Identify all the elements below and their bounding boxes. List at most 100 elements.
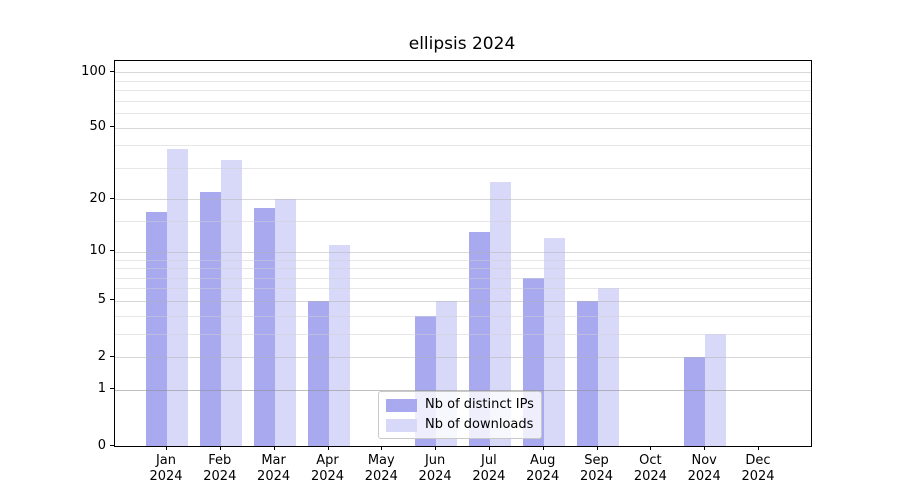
x-tick-month: Nov [691, 453, 717, 468]
plot-area [114, 60, 812, 447]
bar-sep-ips [576, 300, 598, 446]
y-tick-mark [110, 355, 114, 357]
x-tick-label: Jan 2024 [136, 453, 196, 485]
minor-gridline [115, 315, 811, 317]
y-tick-mark [110, 70, 114, 72]
x-tick-label: Mar 2024 [244, 453, 304, 485]
y-tick-mark [110, 299, 114, 301]
y-tick-label: 2 [97, 348, 106, 364]
y-tick-label: 20 [89, 190, 106, 206]
x-tick-mark [166, 446, 167, 450]
major-gridline [115, 199, 811, 201]
x-tick-mark [758, 446, 759, 450]
x-tick-year: 2024 [203, 469, 237, 484]
y-tick-mark [110, 388, 114, 390]
x-tick-mark [704, 446, 706, 450]
legend-swatch-distinct-ips-icon [386, 398, 417, 412]
major-gridline [115, 300, 811, 302]
bar-jan-ips [146, 211, 167, 446]
y-tick-mark [110, 444, 114, 446]
major-gridline [115, 357, 811, 358]
minor-gridline [115, 277, 811, 279]
major-gridline [115, 127, 811, 129]
x-tick-label: Sep 2024 [567, 453, 627, 485]
x-tick-year: 2024 [526, 469, 560, 484]
x-tick-year: 2024 [579, 469, 614, 484]
y-tick-label: 1 [97, 381, 106, 397]
x-tick-mark [542, 446, 544, 450]
major-gridline [115, 251, 811, 253]
bar-mar-ips [253, 207, 275, 446]
y-tick-label: 50 [89, 119, 106, 135]
x-tick-year: 2024 [472, 469, 506, 484]
legend-item-distinct-ips: Nb of distinct IPs [386, 396, 534, 414]
bar-feb-ips [199, 192, 221, 446]
major-gridline [115, 72, 811, 74]
bar-apr-ips [307, 300, 329, 446]
x-tick-month: Dec [745, 453, 771, 468]
x-tick-month: Sep [584, 453, 609, 468]
minor-gridline [115, 80, 811, 82]
x-tick-year: 2024 [149, 469, 183, 484]
bar-jul-downloads [489, 182, 511, 446]
x-tick-month: Jan [155, 453, 177, 468]
minor-gridline [115, 288, 811, 290]
bar-aug-downloads [543, 238, 565, 446]
x-tick-mark [219, 446, 221, 450]
y-tick-mark [110, 197, 114, 199]
x-tick-month: Oct [639, 453, 662, 468]
x-tick-month: Aug [529, 453, 556, 468]
minor-gridline [115, 333, 811, 335]
legend: Nb of distinct IPs Nb of downloads [378, 391, 542, 439]
major-gridline [115, 389, 811, 391]
y-tick-mark [110, 126, 114, 128]
x-tick-year: 2024 [257, 469, 291, 484]
x-tick-year: 2024 [418, 469, 452, 484]
x-tick-label: Jun 2024 [405, 453, 465, 485]
x-tick-label: Jul 2024 [459, 453, 519, 485]
x-tick-label: Apr 2024 [298, 453, 358, 485]
x-tick-month: Feb [208, 453, 232, 468]
minor-gridline [115, 100, 811, 102]
x-tick-mark [650, 446, 652, 450]
y-tick-label: 10 [89, 243, 106, 259]
x-tick-month: May [367, 453, 395, 468]
chart-title: ellipsis 2024 [408, 34, 516, 54]
bar-sep-downloads [597, 288, 619, 446]
minor-gridline [115, 167, 811, 169]
x-tick-label: Aug 2024 [513, 453, 573, 485]
y-tick-label: 0 [97, 437, 106, 453]
minor-gridline [115, 90, 811, 92]
y-tick-label: 5 [97, 292, 106, 308]
x-tick-year: 2024 [310, 469, 345, 484]
minor-gridline [115, 221, 811, 223]
x-tick-label: Feb 2024 [190, 453, 250, 485]
x-tick-year: 2024 [741, 469, 775, 484]
x-tick-mark [273, 446, 275, 450]
minor-gridline [115, 145, 811, 147]
minor-gridline [115, 259, 811, 261]
x-tick-mark [381, 446, 383, 450]
x-tick-mark [327, 446, 329, 450]
x-tick-mark [596, 446, 598, 450]
x-tick-month: Apr [316, 453, 339, 468]
x-tick-year: 2024 [364, 469, 398, 484]
x-tick-label: May 2024 [351, 453, 411, 485]
legend-label-downloads: Nb of downloads [425, 417, 534, 432]
x-tick-label: Nov 2024 [674, 453, 734, 485]
bar-feb-downloads [220, 160, 242, 446]
bar-jan-downloads [167, 149, 188, 446]
minor-gridline [115, 268, 811, 269]
bar-nov-downloads [705, 333, 727, 446]
x-tick-year: 2024 [687, 469, 721, 484]
x-tick-label: Dec 2024 [728, 453, 788, 485]
x-tick-year: 2024 [633, 469, 667, 484]
legend-swatch-downloads-icon [386, 418, 417, 432]
bar-apr-downloads [328, 244, 350, 446]
minor-gridline [115, 113, 811, 115]
bar-mar-downloads [274, 199, 296, 446]
x-tick-mark [488, 446, 490, 450]
legend-label-distinct-ips: Nb of distinct IPs [425, 397, 534, 412]
y-tick-mark [110, 250, 114, 252]
